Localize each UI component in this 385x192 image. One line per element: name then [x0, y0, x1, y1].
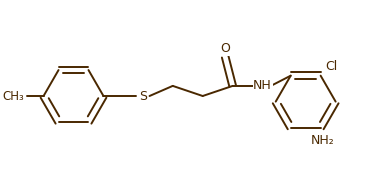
Text: NH₂: NH₂ — [311, 134, 335, 147]
Text: S: S — [139, 89, 147, 103]
Text: NH: NH — [253, 79, 272, 92]
Text: O: O — [220, 42, 230, 55]
Text: Cl: Cl — [325, 60, 337, 73]
Text: CH₃: CH₃ — [2, 89, 24, 103]
